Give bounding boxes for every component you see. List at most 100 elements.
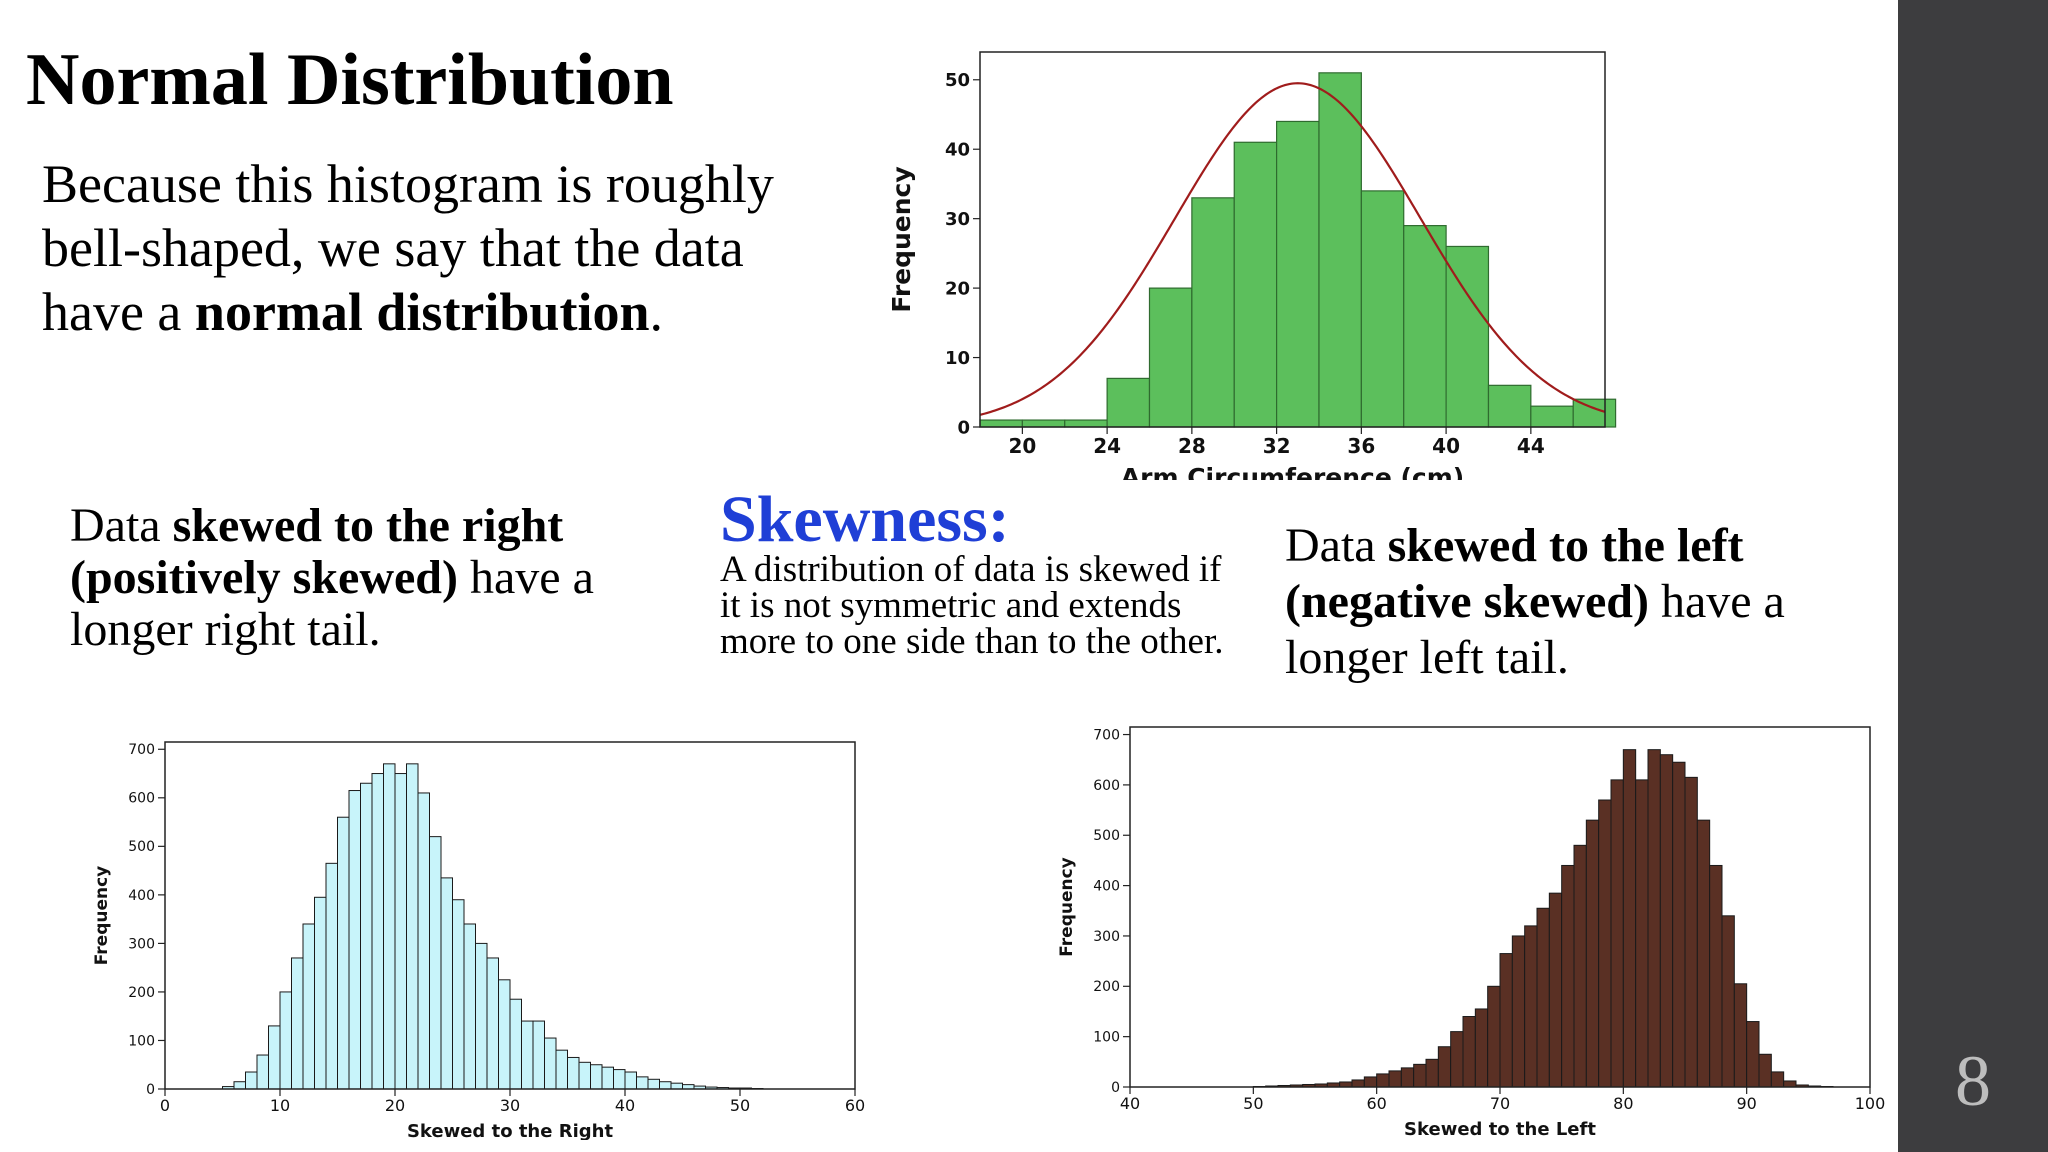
- right-bar: [647, 1078, 660, 1090]
- right-bar: [532, 1020, 545, 1090]
- right-bar: [302, 923, 315, 1090]
- normal-xtick-label: 20: [1008, 434, 1036, 458]
- left-bar: [1647, 749, 1661, 1088]
- left-bar: [1413, 1063, 1427, 1088]
- right-ytick-label: 700: [128, 742, 155, 758]
- normal-ytick-label: 30: [945, 209, 970, 230]
- slide-sidebar: [1898, 0, 2048, 1152]
- page-number: 8: [1955, 1041, 1991, 1121]
- normal-bar: [1106, 377, 1151, 428]
- normal-ytick-label: 40: [945, 140, 970, 161]
- left-bar: [1474, 1008, 1489, 1088]
- left-bar: [1721, 915, 1735, 1088]
- normal-bar: [1487, 384, 1532, 428]
- normal-histogram-chart: 0 10 20 30 40 50 20 24 28 32 36 40 44 Arm Circumferen…: [887, 51, 1617, 480]
- right-ytick-label: 300: [128, 936, 155, 952]
- left-bar: [1511, 935, 1526, 1088]
- right-bar: [475, 942, 488, 1090]
- right-ytick-label: 100: [128, 1033, 155, 1049]
- normal-bar: [979, 419, 1023, 428]
- left-bar: [1450, 1031, 1464, 1088]
- left-bar: [1622, 749, 1637, 1088]
- left-ytick-label: 200: [1093, 979, 1120, 995]
- skewness-definition: A distribution of data is skewed if it i…: [720, 549, 1224, 662]
- right-bar: [268, 1025, 281, 1090]
- right-bar: [486, 957, 499, 1090]
- right-bar: [291, 957, 304, 1090]
- left-bar: [1783, 1080, 1797, 1088]
- right-bar: [567, 1056, 580, 1090]
- left-bar: [1487, 985, 1501, 1088]
- left-bar: [1709, 864, 1723, 1088]
- left-ytick-label: 400: [1093, 879, 1120, 895]
- right-bar: [624, 1071, 637, 1090]
- right-ytick-label: 600: [128, 791, 155, 807]
- normal-description-text-2: .: [649, 282, 663, 342]
- left-bar: [1524, 925, 1538, 1088]
- left-bar: [1585, 819, 1600, 1088]
- normal-bar: [1021, 419, 1066, 428]
- left-xtick-label: 50: [1243, 1094, 1263, 1113]
- normal-description: Because this histogram is roughly bell-s…: [42, 152, 842, 344]
- normal-y-axis-label: Frequency: [887, 166, 916, 312]
- skewness-title: Skewness:: [720, 483, 1010, 556]
- normal-bar: [1572, 398, 1617, 428]
- left-ytick-label: 300: [1093, 929, 1120, 945]
- right-bar: [348, 790, 361, 1090]
- right-bar: [417, 792, 430, 1090]
- left-bar: [1339, 1081, 1353, 1088]
- normal-xtick-label: 40: [1432, 434, 1460, 458]
- normal-ytick-label: 0: [957, 417, 970, 438]
- right-bar: [498, 979, 511, 1090]
- right-bar: [521, 1020, 534, 1090]
- right-skewed-histogram-chart: 0 100 200 300 400 500 600 700 0 10 20 30 40 50 60 Skewe…: [92, 741, 865, 1140]
- right-bar: [544, 1037, 557, 1090]
- right-ytick-label: 200: [128, 985, 155, 1001]
- right-xtick-label: 60: [845, 1096, 865, 1115]
- normal-description-text-1: Because this histogram is roughly bell-s…: [42, 154, 774, 342]
- normal-plot-frame: [979, 51, 1606, 428]
- left-xtick-label: 100: [1855, 1094, 1886, 1113]
- left-bar: [1610, 779, 1624, 1088]
- left-bar: [1770, 1071, 1785, 1088]
- normal-xtick-label: 44: [1517, 434, 1545, 458]
- right-x-axis-label: Skewed to the Right: [407, 1121, 614, 1140]
- right-bar: [670, 1082, 683, 1090]
- normal-bar: [1445, 245, 1490, 428]
- left-xtick-label: 90: [1736, 1094, 1756, 1113]
- left-bar: [1351, 1079, 1365, 1088]
- right-bar: [429, 836, 442, 1090]
- left-bar: [1499, 953, 1513, 1088]
- right-bar: [440, 877, 453, 1090]
- normal-bar: [1064, 419, 1108, 428]
- right-bar: [613, 1069, 626, 1090]
- slide: Normal Distribution Because this histogr…: [26, 39, 1886, 1140]
- left-skew-text-2: have a longer left tail.: [1285, 575, 1785, 684]
- right-bar: [314, 896, 327, 1090]
- right-xtick-label: 10: [270, 1096, 290, 1115]
- normal-bar: [1403, 225, 1447, 428]
- left-bar: [1437, 1046, 1452, 1088]
- right-bar: [371, 773, 384, 1090]
- left-bar: [1400, 1067, 1415, 1088]
- normal-description-bold: normal distribution: [194, 282, 650, 342]
- slide-title: Normal Distribution: [26, 39, 674, 121]
- right-skew-description: Data skewed to the right (positively ske…: [70, 500, 710, 656]
- right-bar: [463, 923, 476, 1090]
- left-ytick-label: 100: [1093, 1030, 1120, 1046]
- left-bar: [1672, 761, 1686, 1088]
- normal-bar: [1276, 120, 1320, 428]
- left-bar: [1746, 1021, 1760, 1088]
- normal-bar: [1318, 72, 1362, 428]
- right-xtick-label: 30: [500, 1096, 520, 1115]
- left-bar: [1548, 892, 1563, 1088]
- normal-xtick-label: 32: [1263, 434, 1291, 458]
- right-xtick-label: 40: [615, 1096, 635, 1115]
- right-skew-text-1: Data: [70, 499, 173, 552]
- right-bar: [509, 998, 522, 1090]
- right-ytick-label: 400: [128, 888, 155, 904]
- normal-xtick-label: 24: [1093, 434, 1121, 458]
- normal-ytick-label: 20: [945, 278, 970, 299]
- left-bar: [1388, 1070, 1402, 1088]
- left-xtick-label: 40: [1120, 1094, 1140, 1113]
